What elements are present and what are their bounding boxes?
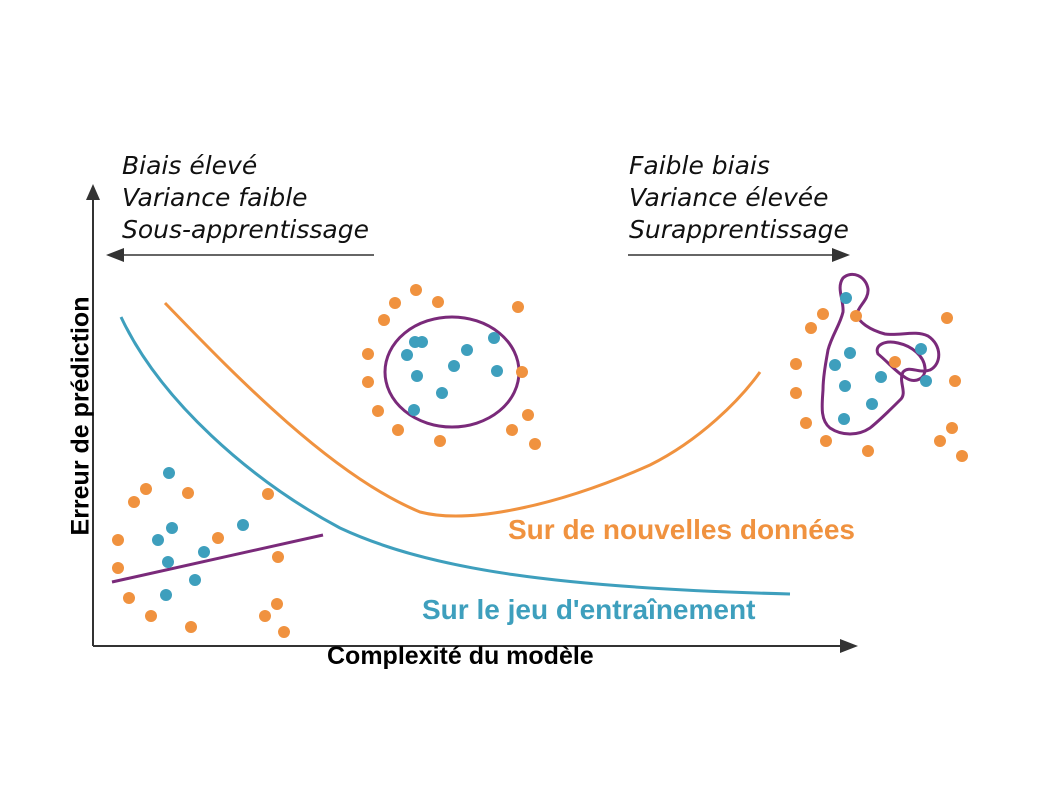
orange-point <box>506 424 518 436</box>
blue-point <box>401 349 413 361</box>
blue-point <box>838 413 850 425</box>
orange-point <box>112 562 124 574</box>
blue-point <box>162 556 174 568</box>
orange-point <box>889 356 901 368</box>
underfit-note-line: Sous-apprentissage <box>122 215 369 244</box>
train-error-curve <box>119 316 791 596</box>
orange-point <box>372 405 384 417</box>
blue-point <box>166 522 178 534</box>
blue-point <box>163 467 175 479</box>
orange-point <box>529 438 541 450</box>
blue-point <box>488 332 500 344</box>
orange-point <box>956 450 968 462</box>
train-curve-label: Sur le jeu d'entraînement <box>422 594 756 625</box>
orange-point <box>434 435 446 447</box>
blue-point <box>920 375 932 387</box>
orange-point <box>850 310 862 322</box>
left-direction-arrowhead <box>106 248 124 262</box>
blue-point <box>152 534 164 546</box>
orange-point <box>145 610 157 622</box>
blue-point <box>198 546 210 558</box>
blue-point <box>844 347 856 359</box>
overfit-note-line: Faible biais <box>629 151 770 180</box>
blue-point <box>829 359 841 371</box>
test-error-curve <box>163 301 762 518</box>
blue-point <box>436 387 448 399</box>
orange-point <box>185 621 197 633</box>
underfit-note: Biais élevé Variance faible Sous-apprent… <box>122 150 369 246</box>
underfit-note-line: Variance faible <box>122 183 308 212</box>
overfit-note: Faible biais Variance élevée Surapprenti… <box>629 150 849 246</box>
test-curve-label: Sur de nouvelles données <box>508 514 855 545</box>
orange-point <box>278 626 290 638</box>
orange-point <box>140 483 152 495</box>
orange-point <box>272 551 284 563</box>
orange-point <box>941 312 953 324</box>
blue-point <box>839 380 851 392</box>
orange-point <box>820 435 832 447</box>
blue-point <box>411 370 423 382</box>
orange-point <box>378 314 390 326</box>
orange-point <box>432 296 444 308</box>
orange-point <box>934 435 946 447</box>
data-points <box>112 284 968 638</box>
y-axis-label: Erreur de prédiction <box>66 296 95 536</box>
orange-point <box>949 375 961 387</box>
blue-point <box>237 519 249 531</box>
orange-point <box>362 348 374 360</box>
blue-point <box>840 292 852 304</box>
orange-point <box>123 592 135 604</box>
y-axis-arrowhead <box>86 184 100 200</box>
orange-point <box>946 422 958 434</box>
orange-point <box>790 387 802 399</box>
orange-point <box>790 358 802 370</box>
blue-point <box>491 365 503 377</box>
orange-point <box>805 322 817 334</box>
orange-point <box>212 532 224 544</box>
blue-point <box>875 371 887 383</box>
blue-point <box>408 404 420 416</box>
orange-point <box>262 488 274 500</box>
orange-point <box>410 284 422 296</box>
orange-point <box>182 487 194 499</box>
orange-point <box>862 445 874 457</box>
blue-point <box>915 343 927 355</box>
blue-point <box>416 336 428 348</box>
orange-point <box>392 424 404 436</box>
blue-point <box>160 589 172 601</box>
orange-point <box>362 376 374 388</box>
x-axis-arrowhead <box>840 639 858 653</box>
orange-point <box>512 301 524 313</box>
overfit-note-line: Variance élevée <box>629 183 829 212</box>
orange-point <box>516 366 528 378</box>
blue-point <box>448 360 460 372</box>
orange-point <box>112 534 124 546</box>
orange-point <box>271 598 283 610</box>
blue-point <box>189 574 201 586</box>
overfit-inner-loop <box>875 340 927 382</box>
orange-point <box>522 409 534 421</box>
underfit-line <box>111 533 324 584</box>
x-axis-label: Complexité du modèle <box>327 642 594 670</box>
orange-point <box>800 417 812 429</box>
blue-point <box>461 344 473 356</box>
orange-point <box>128 496 140 508</box>
orange-point <box>389 297 401 309</box>
overfit-note-line: Surapprentissage <box>629 215 849 244</box>
orange-point <box>259 610 271 622</box>
right-direction-arrowhead <box>832 248 850 262</box>
blue-point <box>866 398 878 410</box>
orange-point <box>817 308 829 320</box>
underfit-note-line: Biais élevé <box>122 151 258 180</box>
